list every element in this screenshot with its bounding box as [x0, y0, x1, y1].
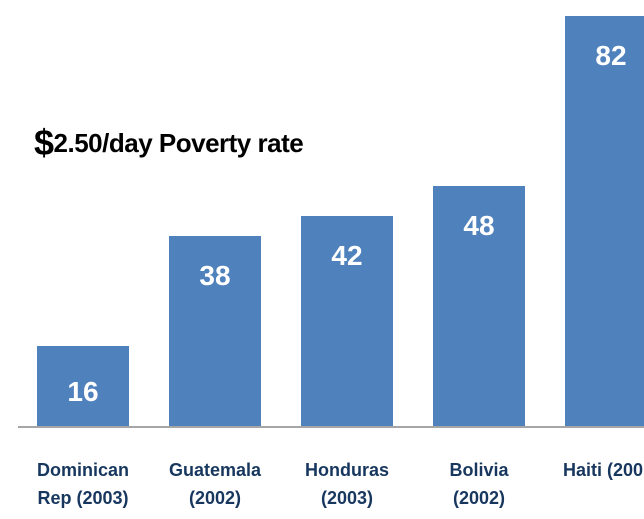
category-label: Bolivia	[449, 460, 509, 480]
bar	[301, 216, 393, 426]
value-label: 42	[331, 240, 362, 271]
bar	[565, 16, 644, 426]
value-label: 38	[199, 260, 230, 291]
category-label: (2002)	[189, 488, 241, 508]
category-label: Dominican	[37, 460, 129, 480]
category-label: Honduras	[305, 460, 389, 480]
bar	[169, 236, 261, 426]
value-label: 16	[67, 376, 98, 407]
category-label: Guatemala	[169, 460, 262, 480]
chart-title-dollar: $	[34, 122, 54, 163]
category-label: (2003)	[321, 488, 373, 508]
bars-group	[37, 16, 644, 426]
bar	[433, 186, 525, 426]
value-label: 48	[463, 210, 494, 241]
chart-title: $2.50/day Poverty rate	[34, 122, 304, 164]
value-labels-group: 16 38 42 48 82	[67, 40, 626, 407]
category-labels-group: Dominican Rep (2003) Guatemala (2002) Hondur…	[37, 460, 644, 508]
category-label: Rep (2003)	[37, 488, 128, 508]
chart-title-text: 2.50/day Poverty rate	[53, 128, 304, 158]
bar	[37, 346, 129, 426]
category-label: (2002)	[453, 488, 505, 508]
value-label: 82	[595, 40, 626, 71]
category-label: Haiti (2001)	[563, 460, 644, 480]
